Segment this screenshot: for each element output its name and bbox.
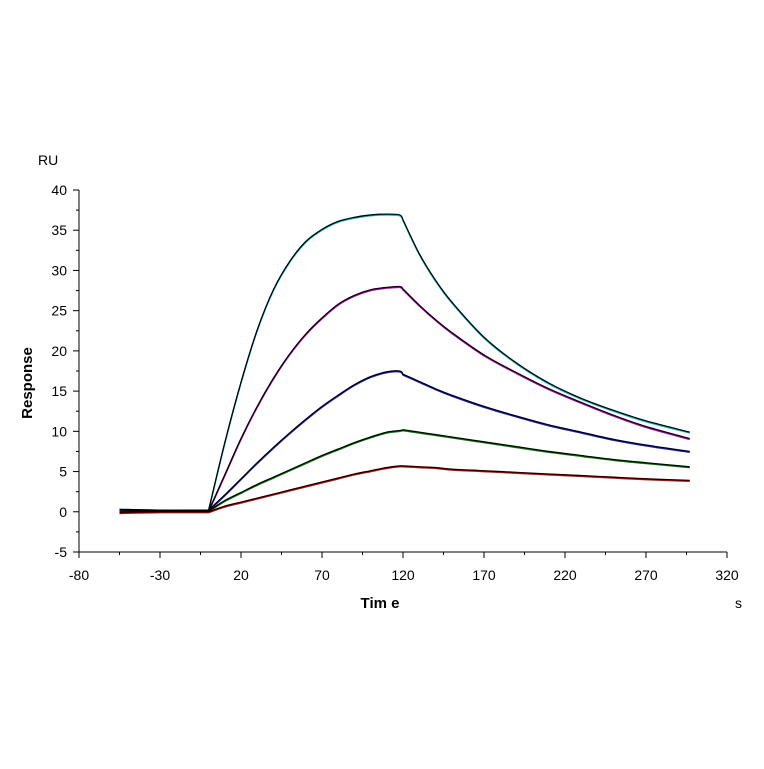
data-curve-4 <box>119 429 690 513</box>
y-tick-label: 15 <box>51 383 67 399</box>
y-tick-label: 35 <box>51 222 67 238</box>
x-tick-label: 120 <box>391 567 415 583</box>
y-axis-title: Response <box>19 347 36 419</box>
y-tick-label: 30 <box>51 262 67 278</box>
x-tick-label: 320 <box>715 567 739 583</box>
y-tick-label: 40 <box>51 182 67 198</box>
curves <box>119 213 690 515</box>
x-tick-label: 270 <box>634 567 658 583</box>
y-tick-label: 5 <box>59 464 67 480</box>
y-tick-label: 0 <box>59 504 67 520</box>
x-unit-label: s <box>735 595 742 611</box>
fit-curve-4 <box>119 429 690 512</box>
fit-curve-3 <box>119 370 690 511</box>
y-tick-label: -5 <box>55 544 68 560</box>
y-tick-label: 10 <box>51 423 67 439</box>
x-axis-title: Tim e <box>361 595 400 612</box>
data-curve-3 <box>119 370 690 512</box>
fit-curve-5 <box>119 465 690 514</box>
x-tick-label: 20 <box>233 567 249 583</box>
x-tick-label: 220 <box>553 567 577 583</box>
y-tick-label: 25 <box>51 303 67 319</box>
x-tick-label: -80 <box>69 567 89 583</box>
y-unit-label: RU <box>38 152 58 168</box>
x-tick-label: 70 <box>314 567 330 583</box>
x-tick-label: 170 <box>472 567 496 583</box>
y-tick-label: 20 <box>51 343 67 359</box>
data-curve-5 <box>119 465 690 515</box>
x-tick-label: -30 <box>150 567 170 583</box>
axes: -5 0 5 10 15 20 25 30 35 40 -80 -30 20 70 120 170 220 270… <box>51 182 738 583</box>
